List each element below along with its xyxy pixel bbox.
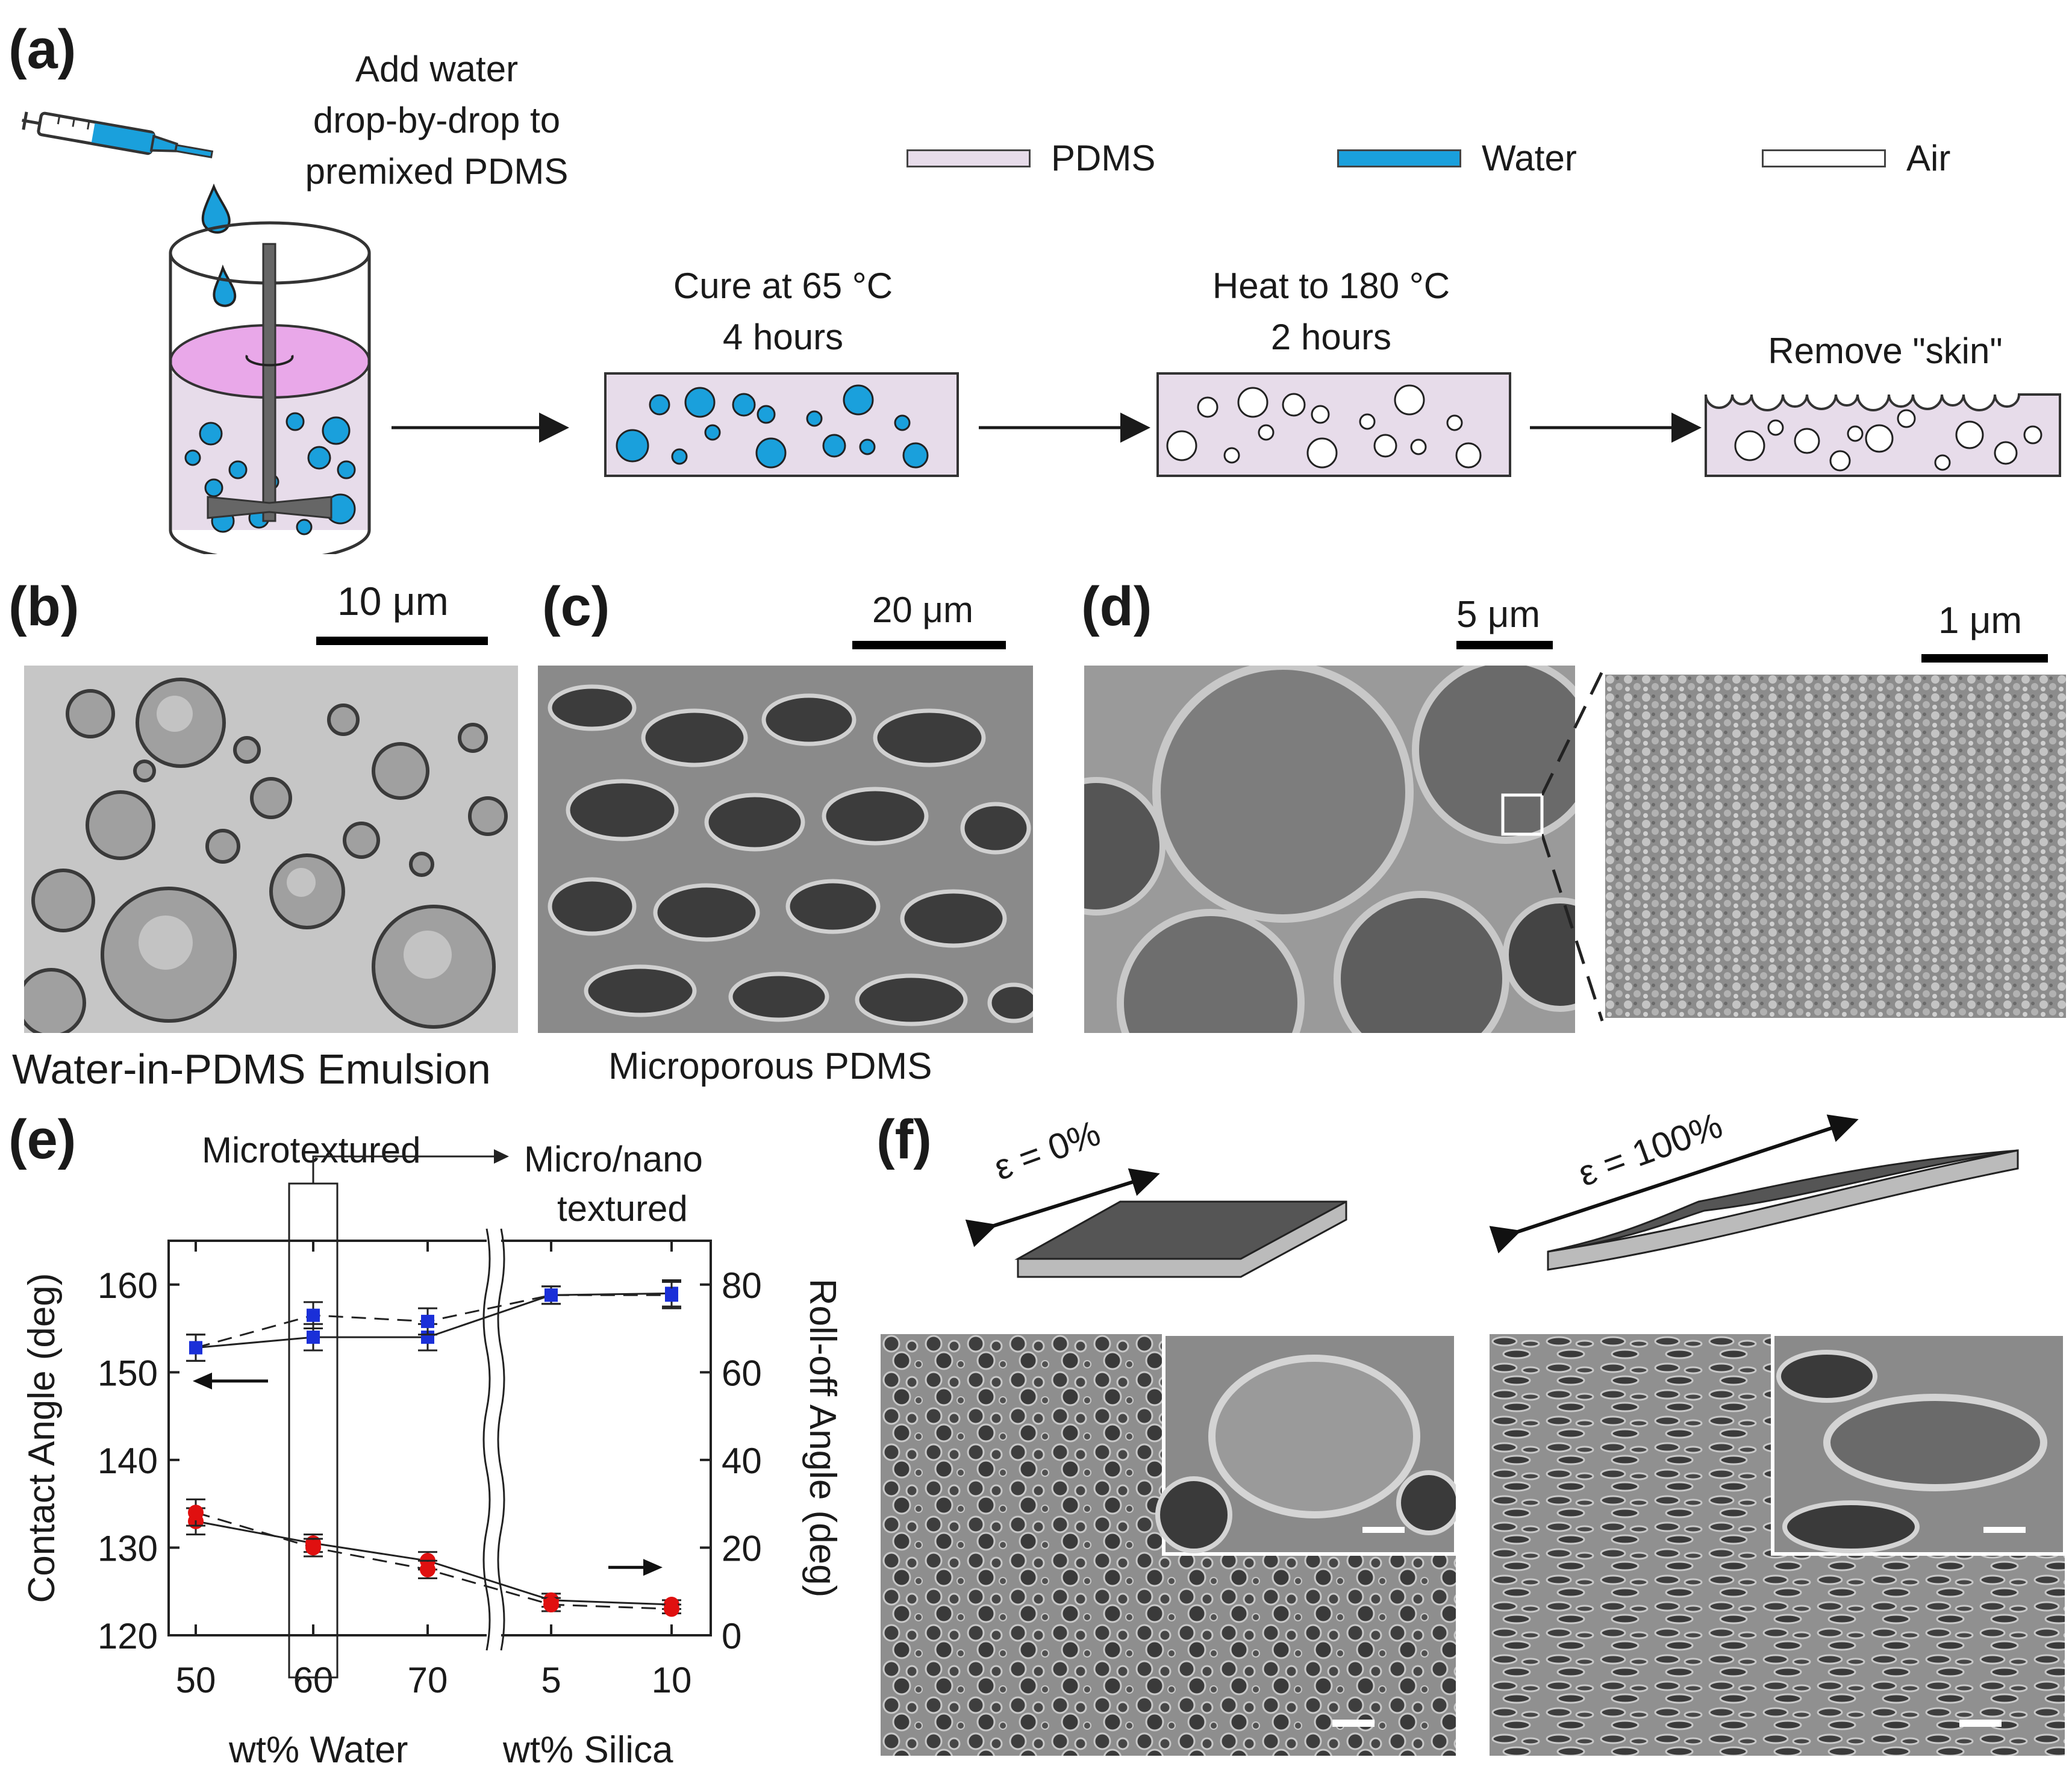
zoom-guide-lines: [1542, 670, 1604, 1022]
scale-label-b: 10 μm: [337, 579, 449, 623]
strain-label-left: ε = 0%: [989, 1112, 1106, 1188]
step1-line1: Add water: [355, 49, 519, 89]
microporous-sem-image: [538, 666, 1033, 1033]
syringe-icon: [22, 111, 214, 158]
legend-swatch-pdms: [906, 149, 1031, 167]
panel-label-a: (a): [8, 19, 76, 80]
panel-label-d: (d): [1081, 576, 1152, 637]
scale-bar-d-right: [1921, 654, 2048, 663]
x-tick-label: 50: [176, 1660, 216, 1700]
panel-label-b: (b): [8, 576, 80, 637]
data-point: [665, 1288, 678, 1302]
strain-label-right: ε = 100%: [1573, 1105, 1728, 1194]
group-label-water: wt% Water: [229, 1729, 408, 1771]
step2-line1: Cure at 65 °C: [673, 266, 893, 306]
legend-label-water: Water: [1482, 138, 1577, 178]
y2-tick-label: 80: [722, 1265, 762, 1306]
x-tick-label: 70: [408, 1660, 448, 1700]
y2-tick-label: 40: [722, 1441, 762, 1481]
data-point: [188, 1505, 204, 1521]
annotation-microtextured: Microtextured: [202, 1130, 421, 1170]
group-label-silica: wt% Silica: [503, 1729, 673, 1771]
step1-line2: drop-by-drop to: [313, 100, 561, 140]
legend-swatch-water: [1337, 149, 1461, 167]
left-axis-arrowhead: [193, 1372, 212, 1390]
caption-c: Microporous PDMS: [608, 1046, 932, 1087]
x-tick-label: 10: [652, 1660, 692, 1700]
scale-bar-d-left: [1456, 641, 1553, 649]
data-point: [305, 1540, 321, 1556]
schematic-drawing: [22, 111, 2061, 554]
annotation-micronano: Micro/nano: [524, 1139, 703, 1179]
annotation-arrowhead: [494, 1149, 509, 1164]
unstretched-slab: [1014, 1200, 1347, 1278]
data-point: [543, 1597, 559, 1613]
y-tick-label: 130: [98, 1528, 158, 1568]
scale-label-c: 20 μm: [872, 590, 973, 630]
step3-line2: 2 hours: [1270, 317, 1392, 357]
x-tick-label: 5: [541, 1660, 561, 1700]
plot-frame: [167, 1240, 712, 1636]
x-tick-label: 60: [293, 1660, 334, 1700]
annotation-textured: textured: [557, 1188, 688, 1229]
stretched-sem-image: [1490, 1334, 2065, 1756]
strain-arrow-left: [965, 1168, 1160, 1247]
legend-label-air: Air: [1906, 138, 1951, 178]
axis-break-line: [482, 1228, 491, 1651]
strain-diagram: ε = 0% ε = 100%: [965, 1105, 2019, 1278]
scale-label-d-left: 5 μm: [1456, 594, 1541, 635]
step2-line2: 4 hours: [722, 317, 844, 357]
scale-label-d-right: 1 μm: [1938, 600, 2023, 641]
data-point: [545, 1288, 558, 1302]
emulsion-micrograph: [24, 666, 518, 1033]
data-point: [307, 1331, 320, 1344]
pore-sem-image: [1084, 666, 1575, 1033]
right-axis-arrowhead: [643, 1559, 663, 1576]
y2-tick-label: 60: [722, 1353, 762, 1393]
y-tick-label: 140: [98, 1441, 158, 1481]
caption-b: Water-in-PDMS Emulsion: [12, 1046, 491, 1093]
unstretched-sem-image: [881, 1334, 1456, 1756]
data-point: [307, 1308, 320, 1322]
legend-swatch-air: [1762, 149, 1886, 167]
data-point: [664, 1601, 679, 1617]
panel-label-f: (f): [876, 1109, 932, 1170]
step4-label: Remove "skin": [1768, 331, 2003, 371]
scale-bar-c: [852, 641, 1006, 649]
y-tick-label: 150: [98, 1353, 158, 1393]
water-drop-icon: [201, 183, 231, 234]
skin-removed-block: [1705, 393, 2061, 477]
panel-label-c: (c): [542, 576, 610, 637]
panel-label-e: (e): [8, 1109, 76, 1170]
data-point: [420, 1561, 435, 1577]
y-axis-label: Contact Angle (deg): [21, 1273, 63, 1603]
y2-tick-label: 20: [722, 1528, 762, 1568]
cured-block: [604, 372, 959, 477]
legend-label-pdms: PDMS: [1051, 138, 1156, 178]
heated-block: [1156, 372, 1511, 477]
strain-arrow-right: [1489, 1114, 1859, 1253]
data-point: [421, 1314, 434, 1328]
y2-tick-label: 0: [722, 1616, 741, 1656]
step1-line3: premixed PDMS: [305, 151, 569, 192]
y-tick-label: 120: [98, 1616, 158, 1656]
scale-bar-b: [316, 637, 488, 645]
y-tick-label: 160: [98, 1265, 158, 1306]
annotation-connector: [312, 1155, 494, 1184]
y2-axis-label: Roll-off Angle (deg): [802, 1279, 843, 1598]
step3-line1: Heat to 180 °C: [1212, 266, 1450, 306]
microtextured-highlight: [288, 1182, 339, 1679]
data-point: [189, 1341, 202, 1355]
contact-angle-chart: 120 130 140 150 160 0 20 40 60 80 50 60 70 5 10 Contact…: [21, 1149, 843, 1700]
water-drop-icon-2: [213, 264, 237, 307]
nano-texture-sem-image: [1605, 675, 2066, 1018]
beaker-icon: [169, 221, 371, 554]
